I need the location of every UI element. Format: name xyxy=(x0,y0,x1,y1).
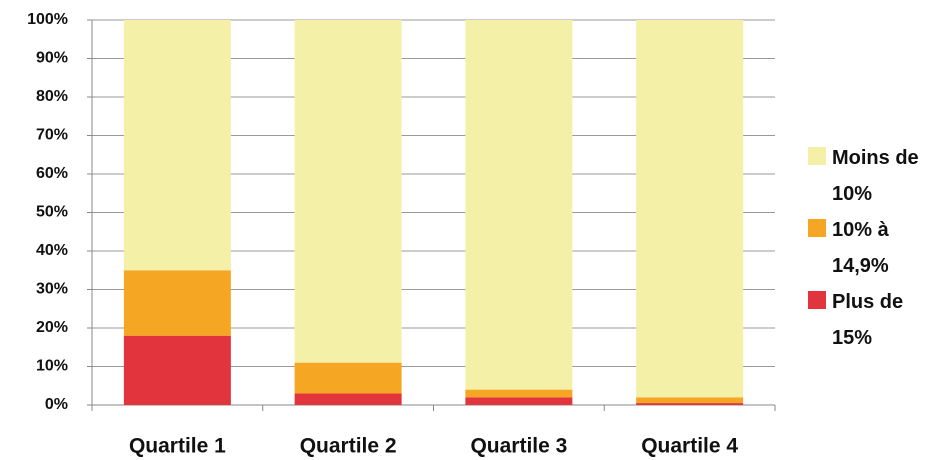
bar-segment xyxy=(123,270,231,336)
bar-segment xyxy=(123,335,231,405)
bar-segment xyxy=(636,397,744,404)
y-tick-label: 90% xyxy=(36,50,68,67)
legend-swatch xyxy=(808,219,826,237)
y-tick-label: 80% xyxy=(36,88,68,105)
x-tick-label: Quartile 1 xyxy=(129,435,226,458)
legend-item: Plus de 15% xyxy=(808,284,948,356)
y-tick-label: 40% xyxy=(36,242,68,259)
bar-segment xyxy=(294,393,402,405)
bar-segment xyxy=(294,362,402,394)
y-tick-label: 100% xyxy=(27,11,68,28)
y-tick-label: 0% xyxy=(45,396,68,413)
x-tick-label: Quartile 2 xyxy=(300,435,397,458)
y-tick-label: 60% xyxy=(36,165,68,182)
legend-swatch xyxy=(808,291,826,309)
bar-segment xyxy=(465,397,573,405)
bar-segment xyxy=(123,20,231,271)
legend-label: 10% à 14,9% xyxy=(832,219,889,277)
bar-segment xyxy=(465,389,573,398)
legend-label: Moins de 10% xyxy=(832,147,919,205)
y-tick-label: 50% xyxy=(36,204,68,221)
bar-segment xyxy=(465,20,573,390)
legend-item: Moins de 10% xyxy=(808,140,948,212)
y-tick-label: 30% xyxy=(36,281,68,298)
y-tick-label: 70% xyxy=(36,127,68,144)
x-tick-label: Quartile 4 xyxy=(641,435,738,458)
legend-item: 10% à 14,9% xyxy=(808,212,948,284)
legend: Moins de 10% 10% à 14,9% Plus de 15% xyxy=(808,140,948,356)
x-tick-label: Quartile 3 xyxy=(470,435,567,458)
bar-segment xyxy=(636,403,744,405)
legend-swatch xyxy=(808,147,826,165)
legend-label: Plus de 15% xyxy=(832,291,904,349)
bar-segment xyxy=(294,20,402,363)
y-tick-label: 20% xyxy=(36,319,68,336)
bar-segment xyxy=(636,20,744,398)
y-tick-label: 10% xyxy=(36,358,68,375)
